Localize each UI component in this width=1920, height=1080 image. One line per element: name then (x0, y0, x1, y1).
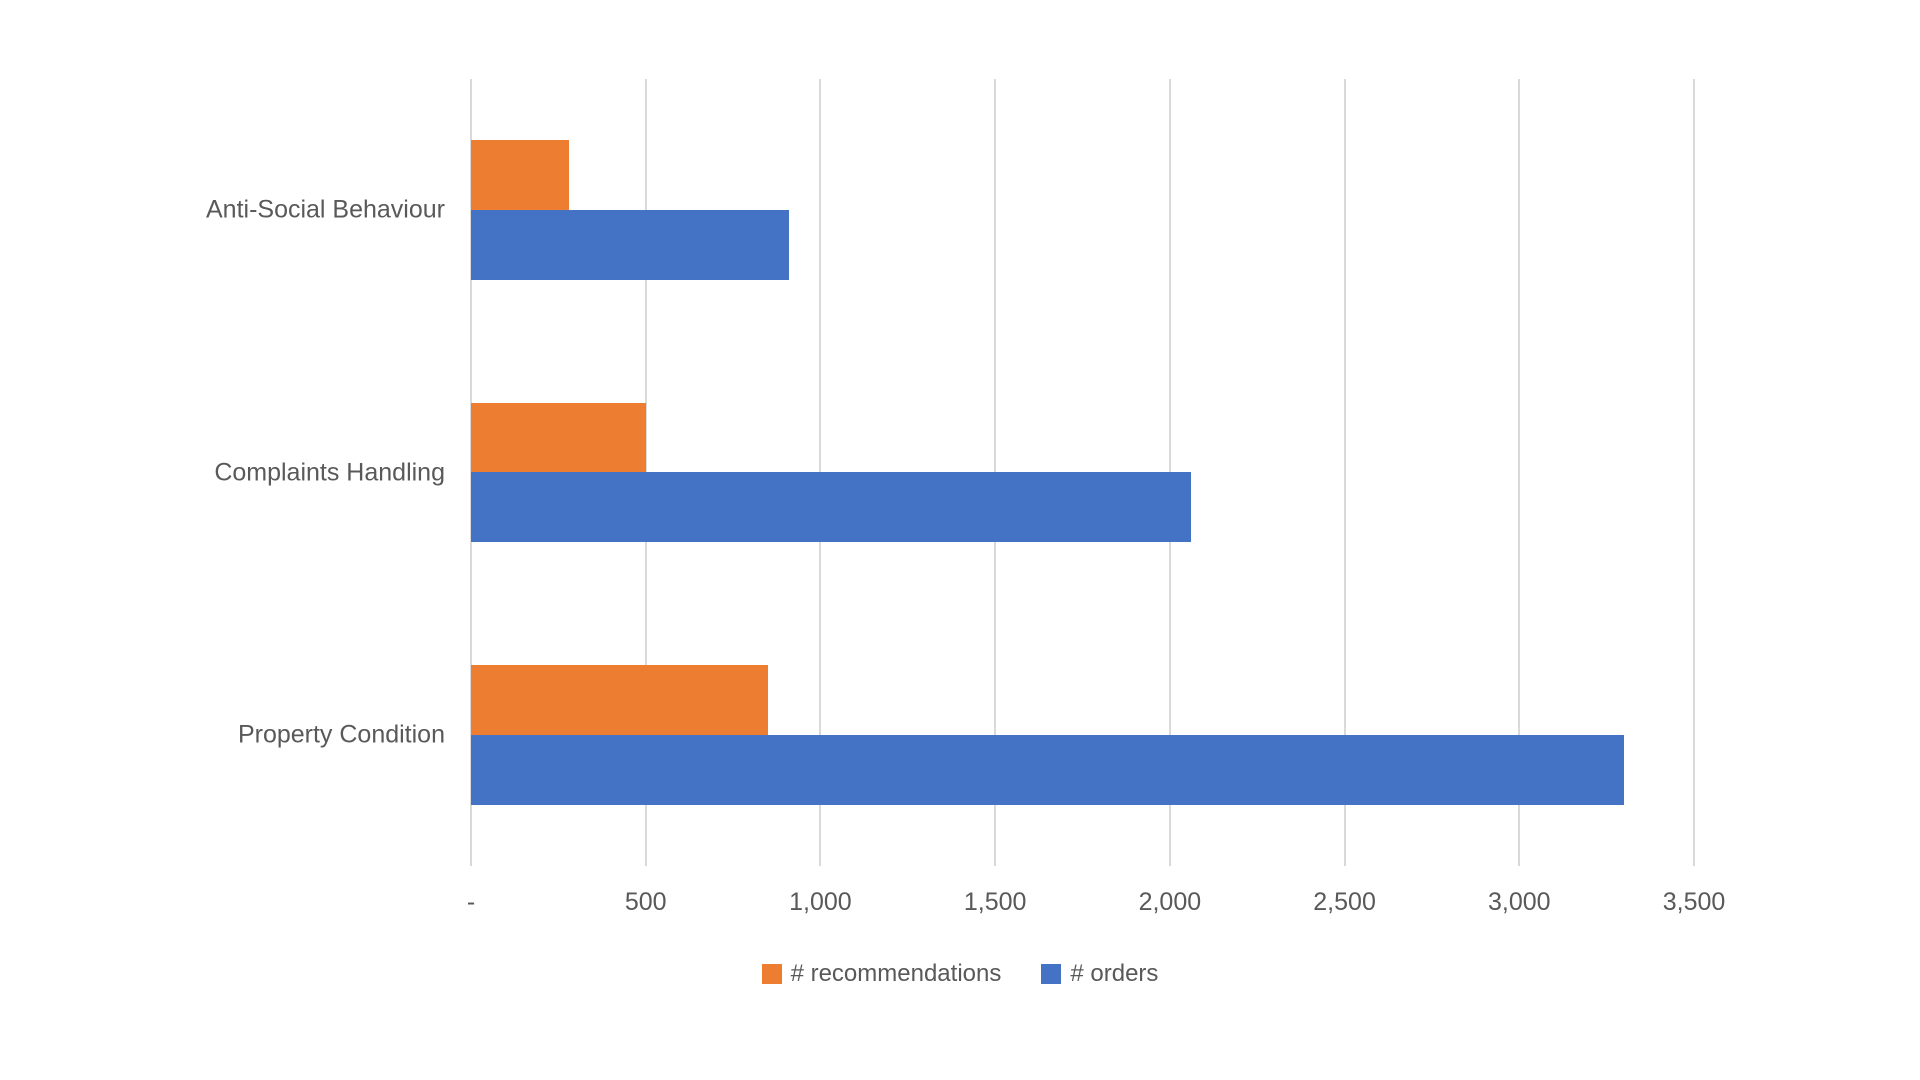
bar-recommendations-anti-social-behaviour (471, 140, 569, 211)
gridline-2500 (1343, 79, 1346, 866)
legend-item-recommendations: # recommendations (761, 960, 1002, 988)
legend-swatch-icon (761, 964, 782, 984)
gridline-3000 (1518, 79, 1521, 866)
tick-label-3500: 3,500 (1662, 888, 1726, 916)
legend-label-orders: # orders (1070, 960, 1159, 987)
gridline-3500 (1693, 79, 1695, 866)
legend: # recommendations # orders (0, 960, 1920, 988)
tick-label-2000: 2,000 (1138, 888, 1202, 916)
category-label-property-condition: Property Condition (237, 720, 445, 749)
legend-label-recommendations: # recommendations (790, 960, 1002, 987)
legend-swatch-icon (1041, 964, 1062, 984)
bar-orders-anti-social-behaviour (471, 210, 789, 281)
category-label-anti-social-behaviour: Anti-Social Behaviour (205, 195, 445, 224)
tick-label-2500: 2,500 (1313, 888, 1376, 916)
bar-recommendations-property-condition (471, 664, 768, 735)
plot-area (470, 79, 1695, 866)
tick-label-0: - (466, 888, 476, 916)
value-axis: - 500 1,000 1,500 2,000 2,500 3,000 3,500 (467, 888, 1725, 920)
category-axis: Anti-Social Behaviour Complaints Handling… (0, 79, 445, 866)
tick-label-3000: 3,000 (1488, 888, 1551, 916)
band-property-condition (471, 604, 1694, 866)
tick-label-1500: 1,500 (963, 888, 1027, 916)
tick-label-1000: 1,000 (789, 888, 852, 916)
bar-orders-property-condition (471, 734, 1625, 805)
legend-item-orders: # orders (1041, 960, 1158, 988)
bar-orders-complaints-handling (471, 472, 1191, 543)
band-complaints-handling (471, 341, 1694, 603)
band-anti-social-behaviour (471, 79, 1694, 341)
bar-recommendations-complaints-handling (471, 402, 646, 473)
tick-label-500: 500 (624, 888, 667, 916)
category-label-complaints-handling: Complaints Handling (214, 458, 445, 486)
